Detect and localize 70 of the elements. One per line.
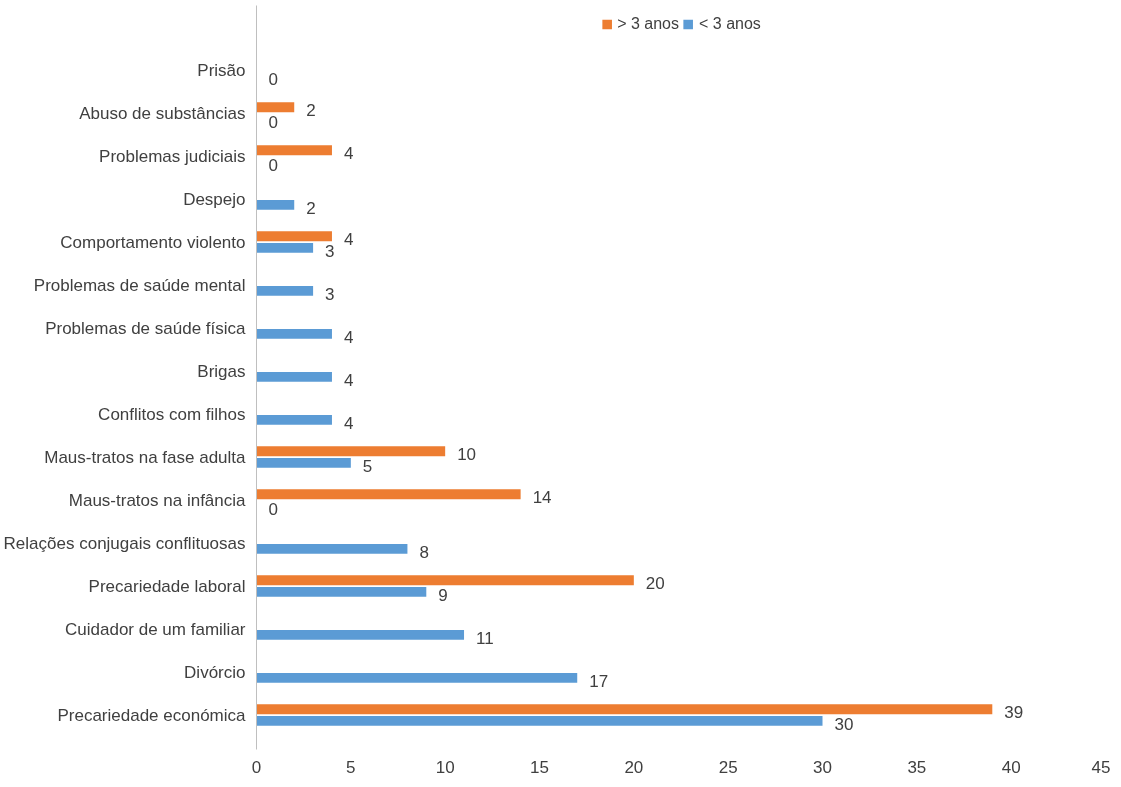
y-tick-label: Comportamento violento [60, 232, 246, 252]
data-label: 3 [325, 241, 335, 261]
y-tick-label: Maus-tratos na infância [68, 490, 247, 510]
bar [256, 102, 295, 113]
data-label: 0 [268, 499, 278, 519]
x-tick-label: 30 [813, 757, 832, 777]
bar [256, 446, 446, 457]
data-label: 4 [343, 230, 354, 250]
bar [256, 371, 332, 382]
x-tick-label: 40 [1001, 757, 1021, 777]
legend-label: < 3 anos [699, 15, 761, 33]
y-tick-label: Brigas [197, 361, 246, 381]
data-label: 20 [645, 574, 665, 594]
y-tick-label: Abuso de substâncias [79, 103, 246, 123]
data-label: 10 [457, 445, 477, 465]
x-tick-label: 20 [624, 757, 644, 777]
bar [256, 489, 521, 500]
bar [256, 543, 408, 554]
data-label: 4 [343, 413, 354, 433]
bar [256, 704, 993, 715]
x-tick-label: 25 [718, 757, 738, 777]
data-label: 3 [325, 284, 335, 304]
y-tick-label: Relações conjugais conflituosas [3, 533, 246, 553]
y-tick-label: Cuidador de um familiar [65, 619, 246, 639]
data-label: 0 [268, 112, 278, 132]
bar [256, 586, 427, 597]
bar [256, 672, 578, 683]
bar [256, 199, 295, 210]
y-tick-label: Despejo [183, 189, 246, 209]
y-tick-label: Problemas de saúde mental [33, 275, 246, 295]
bar [256, 242, 314, 253]
x-tick-label: 0 [251, 757, 262, 777]
legend-label: > 3 anos [617, 15, 679, 33]
x-tick-label: 15 [530, 757, 549, 777]
y-tick-label: Divórcio [184, 662, 246, 682]
x-tick-label: 45 [1091, 757, 1111, 777]
data-label: 5 [362, 456, 373, 476]
bar [256, 328, 332, 339]
data-label: 9 [438, 585, 448, 605]
y-tick-label: Conflitos com filhos [98, 404, 246, 424]
x-tick-label: 35 [907, 757, 927, 777]
bar [256, 285, 314, 296]
data-label: 30 [834, 714, 854, 734]
data-label: 2 [306, 198, 316, 218]
data-label: 2 [306, 101, 316, 121]
y-tick-label: Precariedade económica [57, 705, 247, 725]
bar [256, 231, 332, 242]
y-tick-label: Problemas de saúde física [45, 318, 247, 338]
data-label: 17 [589, 671, 609, 691]
bar [256, 575, 634, 586]
data-label: 0 [268, 155, 278, 175]
x-tick-label: 10 [435, 757, 455, 777]
x-tick-label: 5 [346, 757, 356, 777]
bar [256, 145, 332, 156]
data-label: 8 [419, 542, 429, 562]
bar [256, 457, 351, 468]
bar [256, 629, 465, 640]
y-tick-label: Prisão [197, 60, 246, 80]
data-label: 14 [532, 488, 552, 508]
data-label: 4 [343, 327, 354, 347]
y-tick-label: Problemas judiciais [99, 146, 246, 166]
data-label: 4 [343, 144, 354, 164]
data-label: 11 [476, 628, 494, 648]
y-tick-label: Maus-tratos na fase adulta [44, 447, 247, 467]
y-tick-label: Precariedade laboral [88, 576, 246, 596]
bar [256, 715, 823, 726]
data-label: 4 [343, 370, 354, 390]
data-label: 0 [268, 69, 278, 89]
data-label: 39 [1004, 703, 1024, 723]
bar [256, 414, 332, 425]
